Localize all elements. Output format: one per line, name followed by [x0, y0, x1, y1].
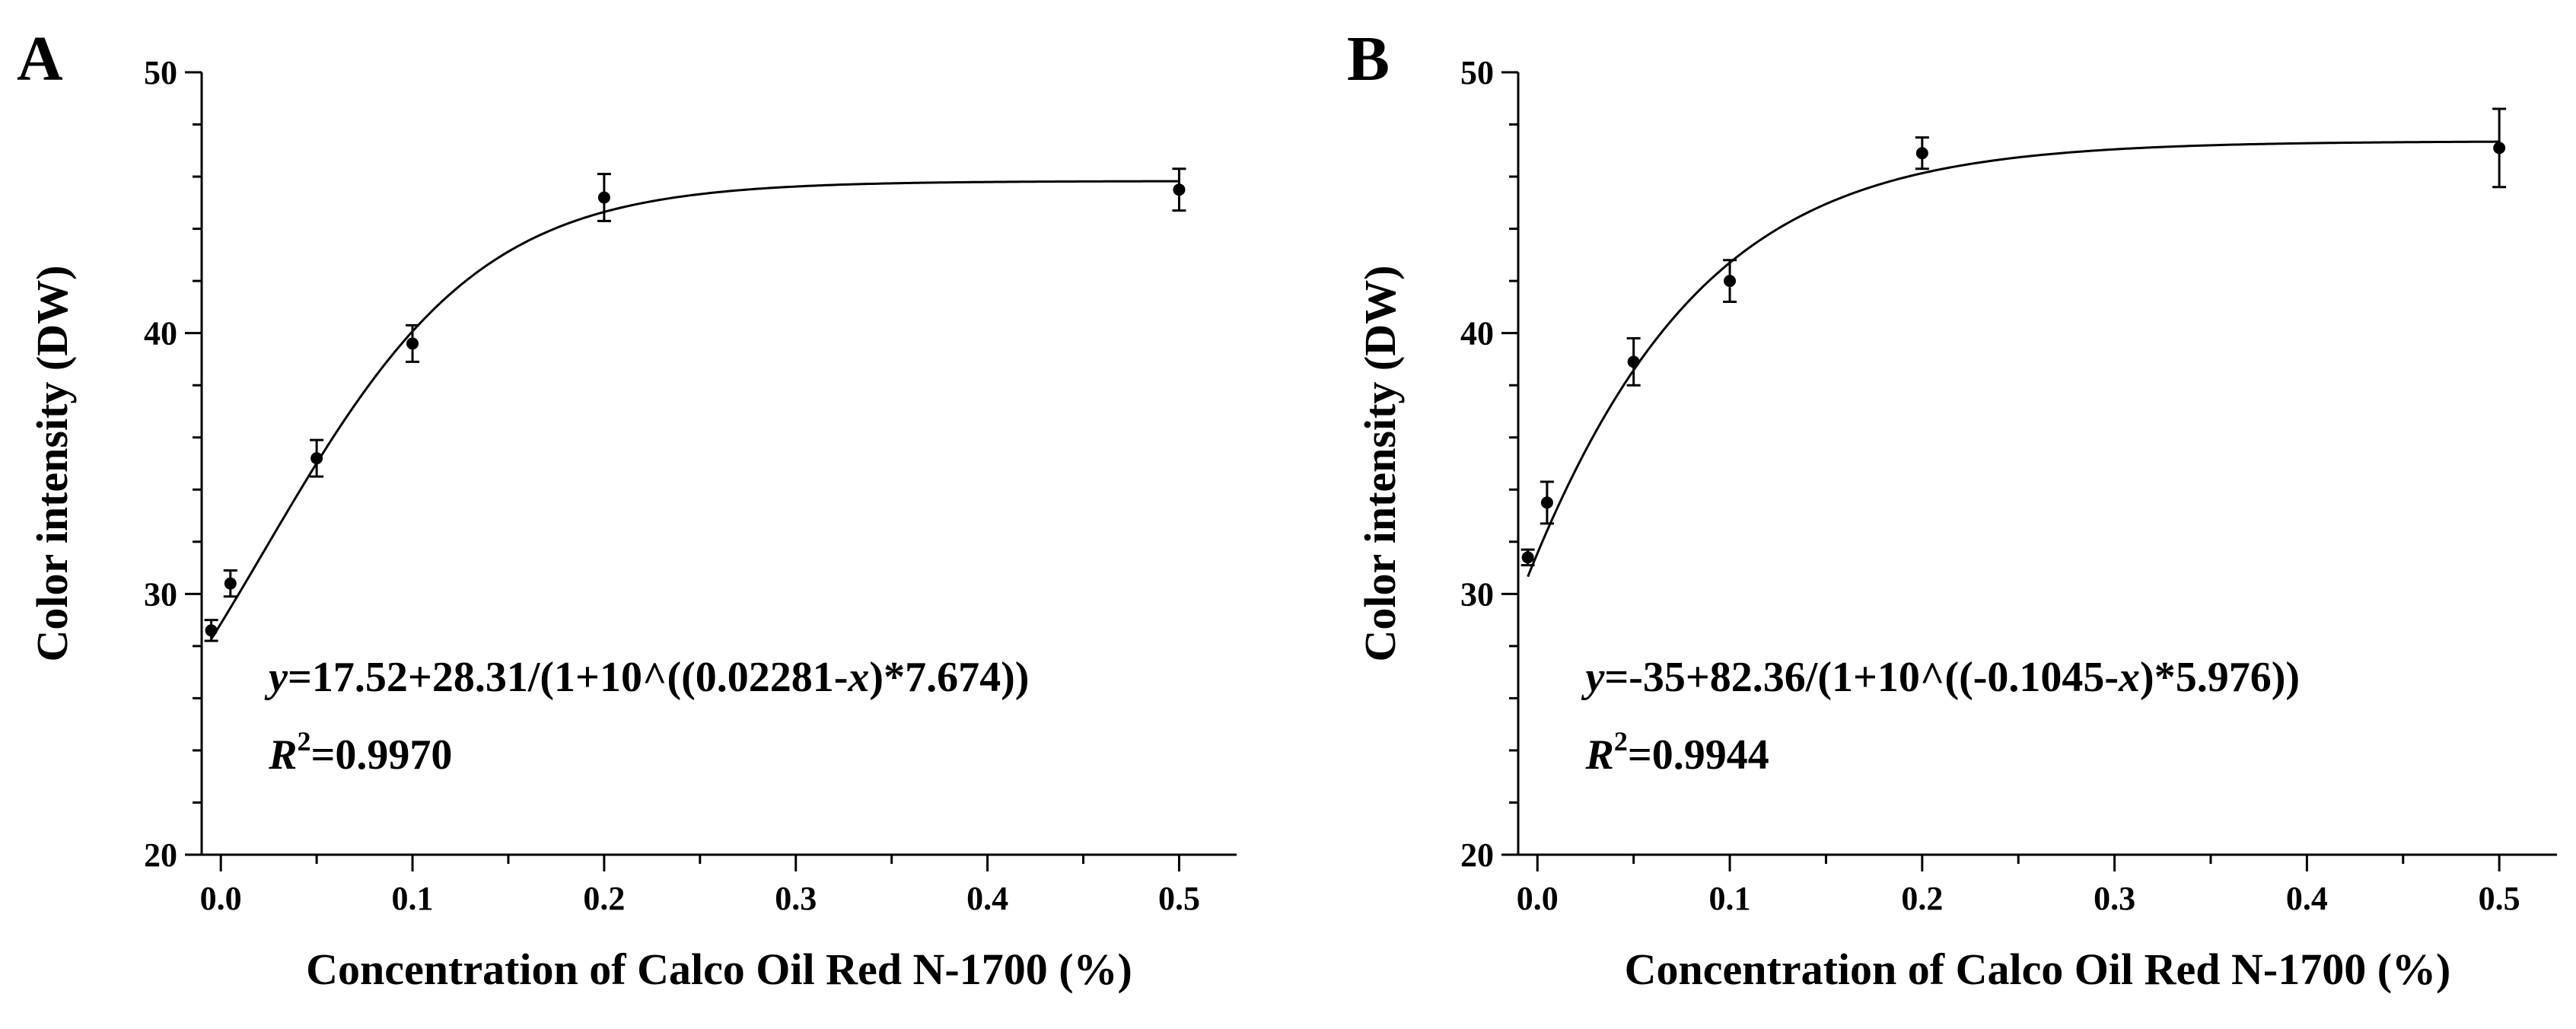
x-tick-label: 0.4: [966, 880, 1008, 917]
r-exponent: 2: [1614, 726, 1628, 757]
x-tick-label: 0.3: [775, 880, 817, 917]
fit-equation: y=17.52+28.31/(1+10^((0.02281-x)*7.674)): [264, 654, 1029, 701]
panel-a: A 20 30 40 50 0.0 0.1 0.2 0.3 0.4 0.5 Concentration…: [17, 24, 1237, 994]
fit-curve: [210, 180, 1180, 640]
data-point: [224, 577, 237, 590]
data-point-group: [1540, 480, 1554, 525]
y-tick-label: 20: [144, 836, 177, 874]
y-tick-label: 40: [144, 315, 177, 352]
x-axis-label: Concentration of Calco Oil Red N-1700 (%…: [306, 945, 1132, 994]
data-point-group: [2492, 107, 2507, 189]
r-var: R: [268, 731, 297, 779]
r-squared: R2=0.9970: [268, 726, 452, 779]
data-point: [1627, 355, 1640, 368]
r-value: =0.9944: [1628, 731, 1769, 779]
data-point-group: [1520, 548, 1535, 567]
panel-letter: B: [1347, 24, 1390, 94]
data-point-group: [204, 619, 218, 642]
data-point: [1521, 551, 1534, 564]
panel-b: B 20 30 40 50 0.0 0.1 0.2 0.3 0.4 0.5 Concentration…: [1347, 24, 2557, 994]
data-point-group: [310, 438, 324, 478]
x-tick-label: 0.5: [1158, 880, 1200, 917]
r-var: R: [1584, 731, 1613, 779]
eq-y-var: y: [264, 654, 288, 701]
y-tick-label: 50: [144, 54, 177, 91]
fit-curve: [1527, 140, 2500, 578]
eq-y-var: y: [1581, 654, 1605, 701]
y-tick-label: 20: [1460, 836, 1494, 874]
x-tick-label: 0.5: [2479, 880, 2520, 917]
x-tick-label: 0.4: [2286, 880, 2328, 917]
y-tick-label: 40: [1460, 315, 1494, 352]
r-value: =0.9970: [311, 731, 453, 779]
data-point: [1915, 147, 1928, 160]
x-axis-label: Concentration of Calco Oil Red N-1700 (%…: [1625, 945, 2451, 994]
fit-equation: y=-35+82.36/(1+10^((-0.1045-x)*5.976)): [1581, 654, 2300, 701]
x-tick-label: 0.2: [583, 880, 625, 917]
data-point: [1540, 496, 1553, 509]
y-tick-label: 30: [144, 575, 177, 613]
y-axis-label: Color intensity (DW): [1355, 266, 1405, 662]
x-tick-label: 0.0: [200, 880, 242, 917]
eq-body-1: =17.52+28.31/(1+10^((0.02281-: [288, 654, 848, 701]
data-point: [1173, 183, 1186, 196]
r-exponent: 2: [298, 726, 311, 757]
data-point: [310, 452, 323, 465]
data-point: [597, 191, 610, 204]
x-tick-label: 0.2: [1901, 880, 1943, 917]
eq-x-var: x: [2118, 654, 2140, 701]
panel-letter: A: [17, 24, 63, 94]
y-axis-label: Color intensity (DW): [27, 266, 77, 662]
x-tick-label: 0.3: [2094, 880, 2135, 917]
data-point: [2493, 142, 2506, 155]
data-point-group: [406, 323, 420, 363]
data-point: [205, 624, 218, 637]
r-squared: R2=0.9944: [1584, 726, 1769, 779]
y-tick-label: 50: [1460, 54, 1494, 91]
y-tick-label: 30: [1460, 575, 1494, 613]
data-point: [1724, 275, 1737, 288]
data-point-group: [1626, 337, 1641, 387]
x-tick-label: 0.1: [392, 880, 434, 917]
eq-body-1: =-35+82.36/(1+10^((-0.1045-: [1604, 654, 2119, 701]
x-tick-label: 0.1: [1709, 880, 1751, 917]
data-point-group: [1723, 259, 1737, 304]
x-tick-label: 0.0: [1517, 880, 1559, 917]
eq-x-var: x: [847, 654, 869, 701]
data-point-group: [1915, 136, 1929, 170]
eq-body-2: )*7.674)): [869, 654, 1029, 701]
data-point-group: [223, 569, 237, 598]
data-point-group: [597, 173, 611, 222]
eq-body-2: )*5.976)): [2140, 654, 2300, 701]
data-point: [406, 337, 419, 350]
data-point-group: [1172, 167, 1186, 212]
